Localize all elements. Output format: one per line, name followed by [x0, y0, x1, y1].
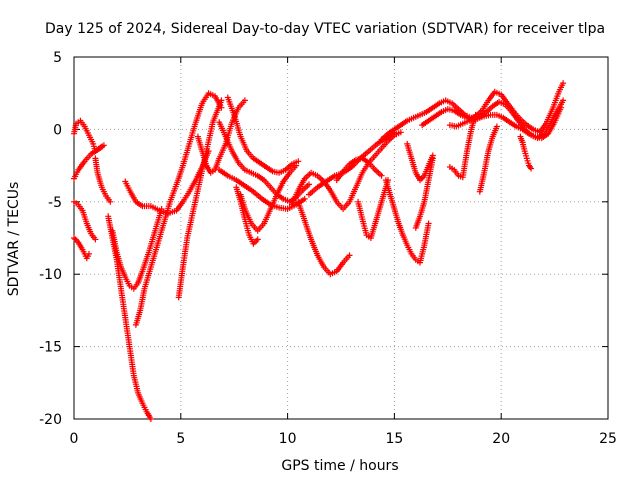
series-markers [446, 111, 479, 181]
series-arc-f [105, 213, 154, 422]
series-arc-j [175, 97, 225, 301]
series-arc-q [295, 198, 353, 278]
series-markers [404, 140, 436, 184]
x-tick-label: 20 [492, 431, 510, 447]
y-axis-label: SDTVAR / TECUs [6, 182, 22, 297]
data-marks [71, 80, 567, 422]
series-arc-d [71, 235, 92, 262]
series-arc-ac [517, 133, 535, 172]
series-arc-w [404, 140, 436, 184]
x-tick-label: 25 [599, 431, 617, 447]
series-arc-e [92, 155, 114, 205]
series-markers [382, 177, 432, 266]
series-arc-u [355, 177, 391, 241]
x-tick-label: 5 [176, 431, 185, 447]
series-arc-r [288, 129, 404, 212]
series-arc-i [132, 90, 225, 328]
x-tick-label: 15 [385, 431, 403, 447]
y-tick-label: -5 [48, 195, 62, 211]
series-markers [224, 94, 302, 176]
series-markers [109, 206, 165, 292]
series-markers [92, 155, 114, 205]
x-tick-label: 10 [279, 431, 297, 447]
series-markers [71, 235, 92, 262]
series-markers [71, 198, 99, 243]
series-markers [295, 198, 353, 278]
series-markers [476, 123, 500, 195]
series-markers [446, 80, 567, 136]
series-markers [194, 97, 248, 176]
series-markers [71, 142, 107, 182]
series-markers [175, 97, 225, 301]
y-tick-label: -20 [39, 412, 62, 428]
series-arc-b [71, 142, 107, 182]
series-arc-v [382, 177, 432, 266]
y-tick-label: 0 [53, 122, 62, 138]
series-markers [355, 177, 391, 241]
series-markers [237, 162, 300, 234]
series-arc-p [233, 184, 261, 247]
chart-title: Day 125 of 2024, Sidereal Day-to-day VTE… [45, 21, 605, 37]
series-arc-aa [446, 111, 479, 181]
series-arc-n [224, 94, 302, 176]
axis-ticks: 0 5 10 15 20 25 -20 -15 -10 -5 0 5 [39, 50, 617, 447]
y-tick-label: -10 [39, 267, 62, 283]
series-markers [233, 184, 261, 247]
series-markers [105, 213, 154, 422]
series-markers [412, 155, 436, 231]
series-markers [517, 133, 535, 172]
y-tick-label: -15 [39, 340, 62, 356]
series-markers [288, 129, 404, 212]
series-arc-c [71, 198, 99, 243]
series-arc-z [446, 80, 567, 136]
series-arc-g [109, 206, 165, 292]
series-arc-ad [412, 155, 436, 231]
series-arc-t [333, 155, 385, 184]
series-markers [333, 155, 385, 184]
x-tick-label: 0 [70, 431, 79, 447]
series-arc-k [194, 97, 248, 176]
series-markers [216, 166, 308, 212]
series-arc-ab [476, 123, 500, 195]
x-axis-label: GPS time / hours [281, 458, 398, 474]
series-arc-m [216, 166, 308, 212]
series-markers [132, 90, 225, 328]
series-arc-o [237, 162, 300, 234]
y-tick-label: 5 [53, 50, 62, 66]
